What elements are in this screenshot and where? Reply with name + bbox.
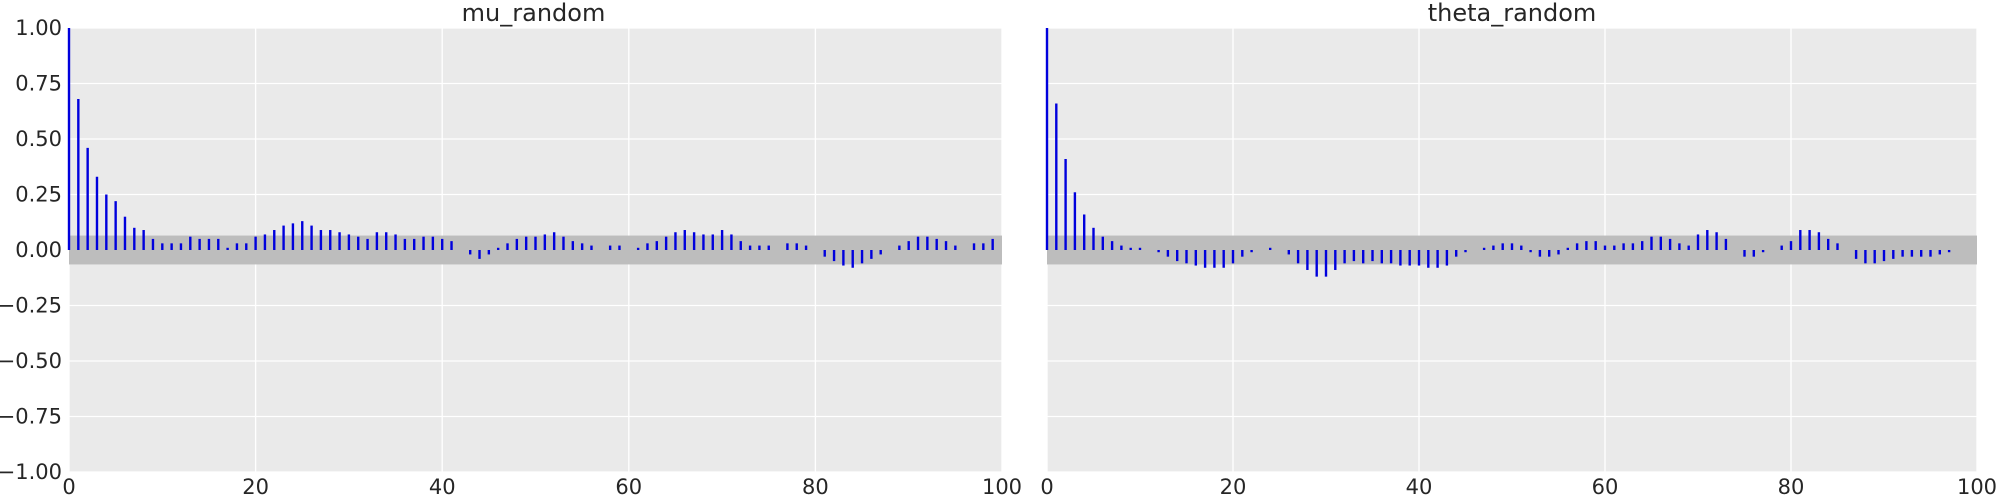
mu-random-x-tick-label: 60 [615, 475, 642, 499]
theta-random-x-tick-label: 0 [1040, 475, 1053, 499]
theta-random-x-tick-label: 100 [1957, 475, 1997, 499]
theta-random-panel: theta_random 0 20 40 60 80 100 [1040, 0, 1997, 499]
mu-random-x-tick-label: 20 [242, 475, 269, 499]
mu-random-x-tick-label: 40 [429, 475, 456, 499]
mu-random-panel: mu_random 0 20 40 60 80 100 1.00 0.75 0.50 0.25 0.… [0, 0, 1022, 499]
mu-random-y-tick-label: 0.00 [15, 238, 62, 262]
theta-random-x-tick-label: 40 [1406, 475, 1433, 499]
theta-random-x-tick-label: 60 [1592, 475, 1619, 499]
mu-random-y-tick-label: 1.00 [15, 16, 62, 40]
mu-random-y-tick-label: 0.25 [15, 183, 62, 207]
theta-random-x-tick-label: 20 [1220, 475, 1247, 499]
mu-random-title: mu_random [462, 0, 606, 27]
mu-random-x-tick-label: 80 [802, 475, 829, 499]
mu-random-y-tick-label: −0.50 [0, 349, 62, 373]
mu-random-y-tick-label: 0.75 [15, 72, 62, 96]
mu-random-y-tick-label: −0.25 [0, 294, 62, 318]
theta-random-x-tick-label: 80 [1778, 475, 1805, 499]
mu-random-y-tick-label: −0.75 [0, 405, 62, 429]
mu-random-y-tick-label: −1.00 [0, 460, 62, 484]
mu-random-x-tick-label: 0 [62, 475, 75, 499]
mu-random-y-tick-label: 0.50 [15, 127, 62, 151]
mu-random-x-tick-label: 100 [982, 475, 1022, 499]
theta-random-title: theta_random [1428, 0, 1597, 27]
